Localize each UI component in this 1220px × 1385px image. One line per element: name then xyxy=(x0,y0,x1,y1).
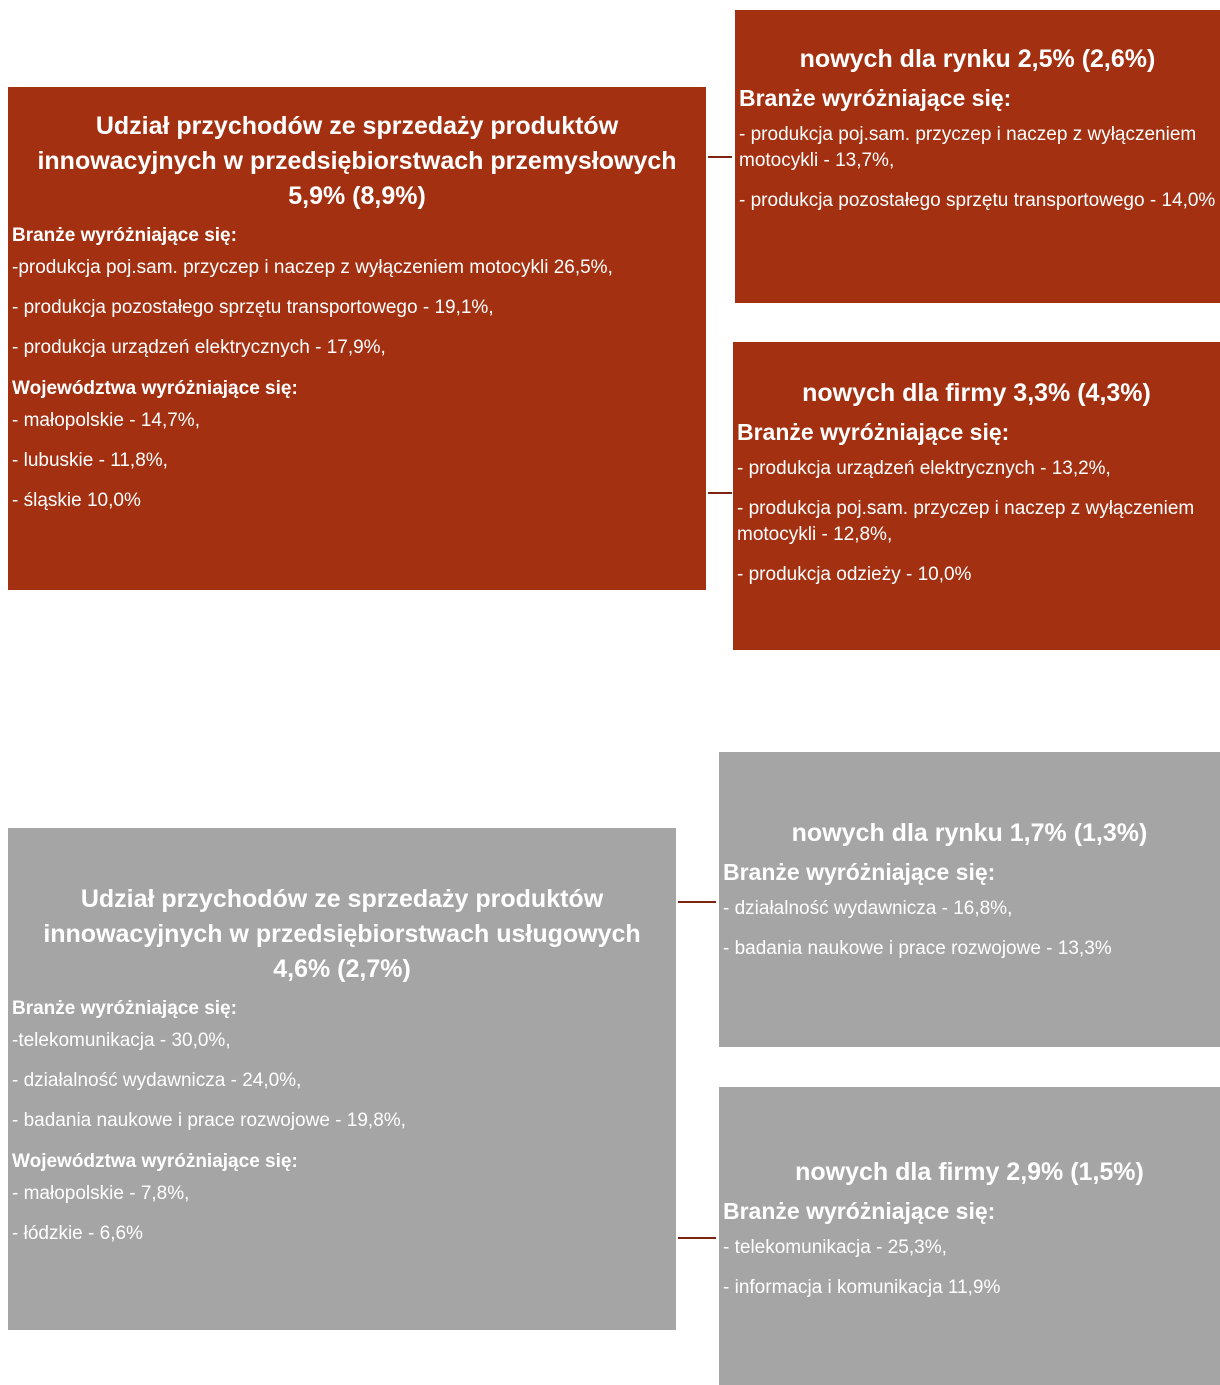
box: nowych dla rynku 1,7% (1,3%) Branże wyróż… xyxy=(719,752,1220,1047)
section-heading: Województwa wyróżniające się: xyxy=(12,378,298,399)
connector xyxy=(708,492,732,494)
list-item: - działalność wydawnicza - 24,0%, xyxy=(12,1070,302,1091)
list-item: - łódzkie - 6,6% xyxy=(12,1223,143,1244)
list-item: - informacja i komunikacja 11,9% xyxy=(723,1277,1001,1298)
list-item: - śląskie 10,0% xyxy=(12,490,141,511)
list-item: - produkcja poj.sam. przyczep i naczep z… xyxy=(739,124,1197,171)
list-item: - działalność wydawnicza - 16,8%, xyxy=(723,898,1013,919)
list-item: - lubuskie - 11,8%, xyxy=(12,450,168,471)
list-item: - telekomunikacja - 25,3%, xyxy=(723,1237,947,1258)
box: Udział przychodów ze sprzedaży produktów… xyxy=(8,828,676,1330)
list-item: - produkcja pozostałego sprzętu transpor… xyxy=(12,297,494,318)
box-title: nowych dla firmy 2,9% (1,5%) xyxy=(795,1158,1144,1186)
section-heading: Branże wyróżniające się: xyxy=(12,998,237,1019)
list-item: - produkcja odzieży - 10,0% xyxy=(737,564,972,585)
list-item: - badania naukowe i prace rozwojowe - 19… xyxy=(12,1110,406,1131)
list-item: - produkcja poj.sam. przyczep i naczep z… xyxy=(737,498,1195,545)
list-item: - małopolskie - 14,7%, xyxy=(12,410,200,431)
box: Udział przychodów ze sprzedaży produktów… xyxy=(8,87,706,590)
box-title: nowych dla rynku 2,5% (2,6%) xyxy=(799,45,1156,73)
list-item: - produkcja pozostałego sprzętu transpor… xyxy=(739,190,1216,211)
list-item: - małopolskie - 7,8%, xyxy=(12,1183,190,1204)
box-title: nowych dla firmy 3,3% (4,3%) xyxy=(802,379,1151,407)
section-heading: Branże wyróżniające się: xyxy=(723,1198,996,1224)
section-heading: Województwa wyróżniające się: xyxy=(12,1151,298,1172)
connector xyxy=(678,901,716,903)
box-title: Udział przychodów ze sprzedaży produktów… xyxy=(43,885,641,983)
list-item: - badania naukowe i prace rozwojowe - 13… xyxy=(723,938,1112,959)
connector xyxy=(678,1237,716,1239)
list-item: -produkcja poj.sam. przyczep i naczep z … xyxy=(12,257,613,278)
list-item: -telekomunikacja - 30,0%, xyxy=(12,1030,231,1051)
connector xyxy=(708,156,732,158)
box: nowych dla firmy 3,3% (4,3%) Branże wyróż… xyxy=(733,342,1220,650)
box: nowych dla firmy 2,9% (1,5%) Branże wyróż… xyxy=(719,1087,1220,1385)
section-heading: Branże wyróżniające się: xyxy=(739,85,1012,111)
box-title: Udział przychodów ze sprzedaży produktów… xyxy=(37,112,677,210)
section-heading: Branże wyróżniające się: xyxy=(723,859,996,885)
box-title: nowych dla rynku 1,7% (1,3%) xyxy=(791,819,1148,847)
list-item: - produkcja urządzeń elektrycznych - 13,… xyxy=(737,458,1111,479)
section-heading: Branże wyróżniające się: xyxy=(12,225,237,246)
section-heading: Branże wyróżniające się: xyxy=(737,419,1010,445)
list-item: - produkcja urządzeń elektrycznych - 17,… xyxy=(12,337,386,358)
box: nowych dla rynku 2,5% (2,6%) Branże wyróż… xyxy=(735,10,1220,303)
